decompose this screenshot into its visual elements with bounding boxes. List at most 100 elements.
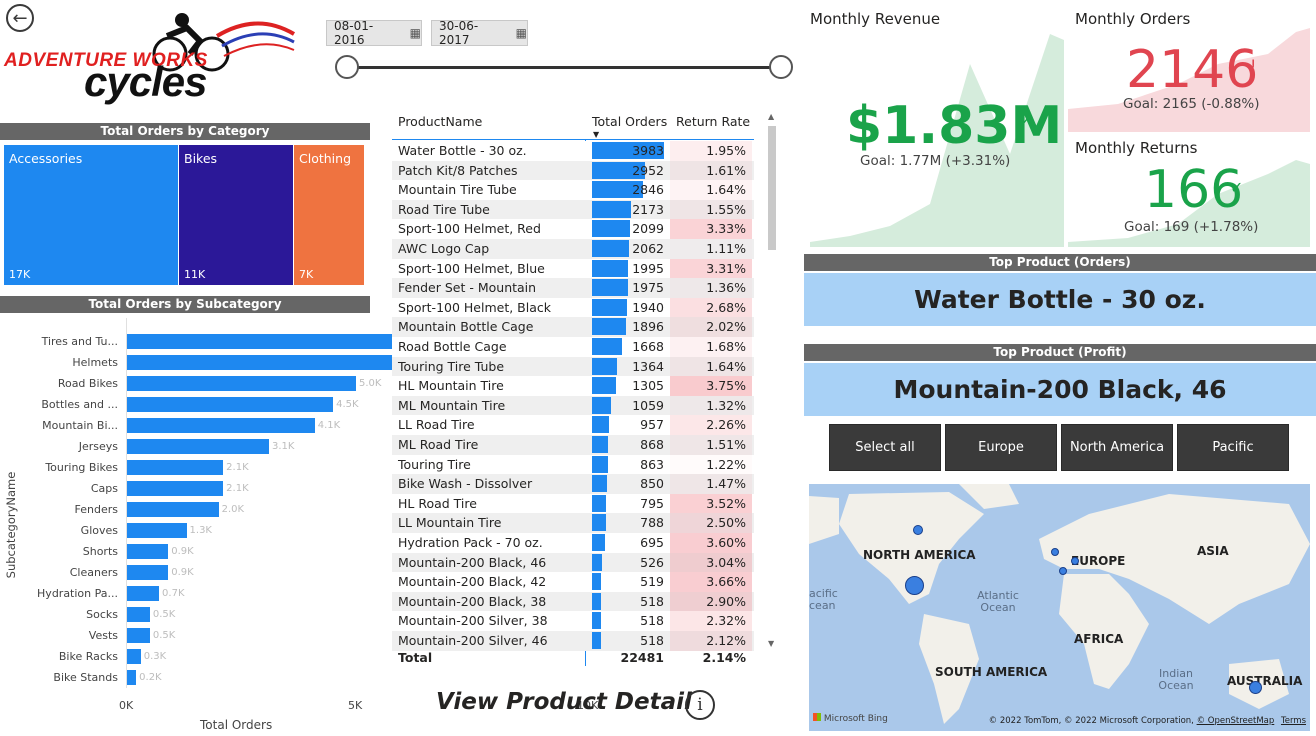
region-button-north-america[interactable]: North America (1061, 424, 1173, 471)
start-date-input[interactable]: 08-01-2016 ▦ (326, 19, 422, 47)
date-slider-end-handle[interactable] (769, 55, 793, 79)
date-range-slider-track[interactable] (346, 66, 782, 69)
table-row[interactable]: Fender Set - Mountain 1975 1.36% (392, 278, 754, 298)
bar[interactable] (127, 628, 150, 643)
region-button-europe[interactable]: Europe (945, 424, 1057, 471)
sales-map[interactable]: NORTH AMERICA EUROPE ASIA AFRICA SOUTH A… (809, 484, 1310, 731)
table-scrollbar[interactable]: ▲ ▼ (766, 112, 778, 657)
scroll-down-icon[interactable]: ▼ (768, 639, 775, 648)
table-row[interactable]: Touring Tire 863 1.22% (392, 454, 754, 475)
bar[interactable] (127, 586, 160, 601)
table-row[interactable]: Mountain-200 Black, 46 526 3.04% (392, 552, 754, 573)
bar[interactable] (127, 397, 334, 412)
bar-category-label: Caps (90, 482, 118, 495)
orders-cell: 957 (592, 415, 668, 435)
map-ocean-indian: Indian Ocean (1158, 667, 1194, 692)
bar-category-label: Vests (88, 629, 118, 642)
table-row[interactable]: Sport-100 Helmet, Blue 1995 3.31% (392, 258, 754, 279)
bar[interactable] (127, 502, 219, 517)
orders-value: 1305 (632, 378, 664, 394)
table-row[interactable]: Mountain Tire Tube 2846 1.64% (392, 180, 754, 200)
map-terms-link[interactable]: Terms (1280, 716, 1306, 726)
bar-category-label: Hydration Pa... (37, 587, 118, 600)
table-row[interactable]: Bike Wash - Dissolver 850 1.47% (392, 474, 754, 494)
table-row[interactable]: Touring Tire Tube 1364 1.64% (392, 356, 754, 377)
bar[interactable] (127, 523, 187, 538)
map-bubble[interactable] (1071, 557, 1079, 565)
table-row[interactable]: Mountain-200 Silver, 38 518 2.32% (392, 611, 754, 631)
bar[interactable] (127, 565, 169, 580)
orders-data-bar (592, 240, 630, 257)
map-bubble[interactable] (1059, 567, 1067, 575)
return-rate-cell: 3.04% (670, 552, 752, 573)
orders-value: 1364 (632, 358, 664, 374)
bar[interactable] (127, 439, 269, 454)
scroll-up-icon[interactable]: ▲ (768, 112, 775, 121)
orders-cell: 863 (592, 455, 668, 475)
orders-data-bar (592, 632, 602, 649)
date-slider-start-handle[interactable] (335, 55, 359, 79)
table-row[interactable]: LL Road Tire 957 2.26% (392, 415, 754, 435)
bar[interactable] (127, 607, 150, 622)
map-bubble[interactable] (905, 576, 924, 595)
orders-data-bar (592, 612, 602, 630)
bar-value-label: 0.9K (171, 567, 194, 578)
map-bubble[interactable] (1051, 548, 1059, 556)
bar[interactable] (127, 670, 137, 685)
scroll-thumb[interactable] (768, 126, 776, 250)
table-row[interactable]: Sport-100 Helmet, Black 1940 2.68% (392, 297, 754, 318)
bar[interactable] (127, 460, 224, 475)
region-button-pacific[interactable]: Pacific (1177, 424, 1289, 471)
info-icon[interactable]: i (685, 690, 715, 720)
treemap-tile-clothing[interactable]: Clothing 7K (294, 145, 364, 285)
table-row[interactable]: HL Mountain Tire 1305 3.75% (392, 376, 754, 396)
treemap-tile-accessories[interactable]: Accessories 17K (4, 145, 178, 285)
end-date-value: 30-06-2017 (439, 19, 479, 47)
bar[interactable] (127, 481, 224, 496)
col-header-total-orders[interactable]: Total Orders (592, 114, 668, 129)
view-product-detail-button[interactable]: View Product Detail (436, 689, 692, 715)
bar[interactable] (127, 355, 402, 370)
calendar-icon[interactable]: ▦ (409, 26, 421, 40)
table-row[interactable]: Water Bottle - 30 oz. 3983 1.95% (392, 141, 754, 161)
table-row[interactable]: Road Bottle Cage 1668 1.68% (392, 337, 754, 357)
sort-desc-icon[interactable]: ▼ (593, 130, 600, 139)
return-rate-cell: 1.51% (670, 435, 752, 455)
orders-data-bar (592, 494, 607, 512)
col-header-product-name[interactable]: ProductName (398, 114, 483, 129)
bar[interactable] (127, 376, 356, 391)
calendar-icon[interactable]: ▦ (515, 26, 527, 40)
table-row[interactable]: Mountain-200 Black, 42 519 3.66% (392, 572, 754, 592)
return-rate-cell: 1.68% (670, 337, 752, 357)
table-row[interactable]: Hydration Pack - 70 oz. 695 3.60% (392, 533, 754, 553)
table-row[interactable]: Patch Kit/8 Patches 2952 1.61% (392, 160, 754, 181)
table-row[interactable]: Road Tire Tube 2173 1.55% (392, 199, 754, 220)
col-header-return-rate[interactable]: Return Rate (676, 114, 751, 129)
region-button-select-all[interactable]: Select all (829, 424, 941, 471)
table-row[interactable]: ML Mountain Tire 1059 1.32% (392, 395, 754, 416)
table-row[interactable]: HL Road Tire 795 3.52% (392, 493, 754, 514)
table-row[interactable]: Mountain Bottle Cage 1896 2.02% (392, 317, 754, 337)
back-button[interactable]: ← (6, 4, 34, 32)
treemap-tile-bikes[interactable]: Bikes 11K (179, 145, 293, 285)
product-name-cell: AWC Logo Cap (398, 241, 490, 256)
map-bubble[interactable] (1249, 681, 1262, 694)
back-arrow-icon: ← (12, 7, 28, 29)
table-row[interactable]: LL Mountain Tire 788 2.50% (392, 513, 754, 533)
product-name-cell: Touring Tire (398, 456, 471, 472)
table-row[interactable]: Mountain-200 Silver, 46 518 2.12% (392, 631, 754, 651)
table-row[interactable]: AWC Logo Cap 2062 1.11% (392, 239, 754, 259)
end-date-input[interactable]: 30-06-2017 ▦ (431, 19, 528, 47)
table-row[interactable]: Mountain-200 Black, 38 518 2.90% (392, 591, 754, 612)
bar[interactable] (127, 418, 315, 433)
bar-value-label: 5.0K (359, 378, 382, 389)
map-osm-link[interactable]: © OpenStreetMap (1196, 716, 1275, 726)
orders-data-bar (592, 436, 608, 453)
map-label-europe: EUROPE (1071, 554, 1126, 568)
tile-label: Accessories (9, 151, 83, 166)
table-row[interactable]: Sport-100 Helmet, Red 2099 3.33% (392, 219, 754, 239)
table-row[interactable]: ML Road Tire 868 1.51% (392, 435, 754, 455)
bar[interactable] (127, 649, 141, 664)
map-bubble[interactable] (913, 525, 923, 535)
bar[interactable] (127, 544, 169, 559)
